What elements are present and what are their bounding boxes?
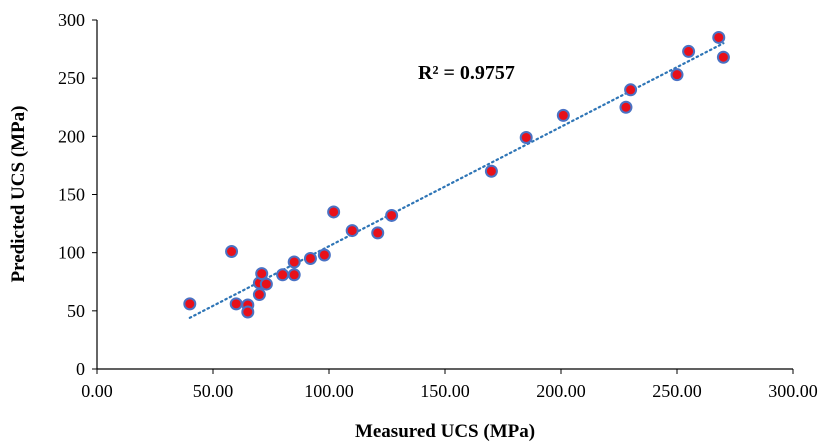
data-point [303,251,317,265]
data-point [484,164,498,178]
data-point [682,44,696,58]
data-point [317,248,331,262]
data-point [255,267,269,281]
data-point [252,288,266,302]
data-point [371,226,385,240]
y-tick-label: 0 [76,359,85,379]
data-point [519,130,533,144]
x-tick-label: 200.00 [536,381,586,401]
x-tick-label: 150.00 [420,381,470,401]
data-point [716,50,730,64]
x-tick-label: 50.00 [193,381,234,401]
data-point [225,245,239,259]
x-axis-title: Measured UCS (MPa) [355,421,535,442]
data-point [183,297,197,311]
y-axis-ticks: 0 50 100 150 200 250 300 [58,10,97,379]
y-tick-label: 50 [67,301,85,321]
data-point [259,277,273,291]
r-squared-annotation: R² = 0.9757 [418,62,515,84]
data-point [276,268,290,282]
y-tick-label: 200 [58,126,85,146]
data-point [345,224,359,238]
data-point [287,268,301,282]
data-point [327,205,341,219]
data-point [624,83,638,97]
y-tick-label: 150 [58,185,85,205]
data-point [385,208,399,222]
y-tick-label: 250 [58,68,85,88]
data-point [229,297,243,311]
data-point [670,68,684,82]
data-point [241,305,255,319]
data-point [619,100,633,114]
x-tick-label: 0.00 [81,381,113,401]
data-point [712,30,726,44]
data-point [287,255,301,269]
x-axis-ticks: 0.00 50.00 100.00 150.00 200.00 250.00 300.00 [81,369,818,401]
trendline [188,42,725,319]
x-tick-label: 300.00 [768,381,818,401]
data-point [556,108,570,122]
y-tick-label: 100 [58,243,85,263]
y-axis-title: Predicted UCS (MPa) [8,106,29,283]
y-tick-label: 300 [58,10,85,30]
x-tick-label: 250.00 [652,381,702,401]
x-tick-label: 100.00 [304,381,354,401]
data-points [183,30,730,319]
